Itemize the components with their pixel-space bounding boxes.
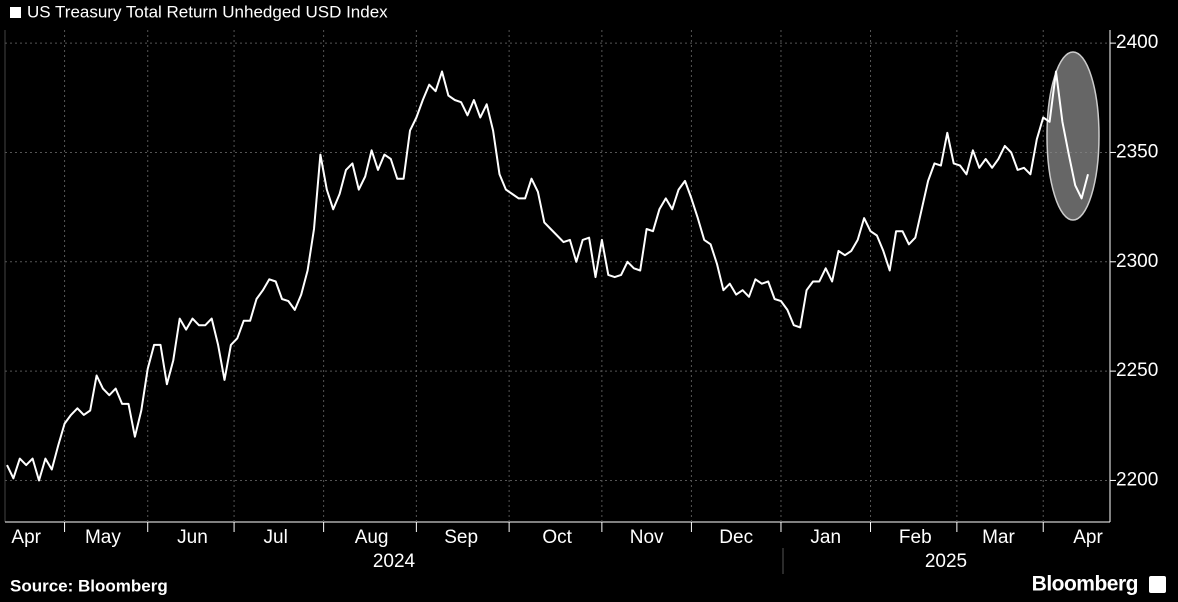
x-tick-label: Apr bbox=[1073, 527, 1103, 548]
x-tick-label: Feb bbox=[899, 527, 932, 548]
x-tick-label: Mar bbox=[982, 527, 1015, 548]
brand: Bloomberg bbox=[1032, 573, 1138, 596]
data-line bbox=[6, 70, 1089, 482]
y-tick-label: 2350 bbox=[1116, 141, 1158, 162]
chart-title: US Treasury Total Return Unhedged USD In… bbox=[27, 2, 388, 21]
y-tick-label: 2400 bbox=[1116, 32, 1158, 53]
x-tick-label: Jan bbox=[810, 527, 841, 548]
year-label: 2024 bbox=[373, 551, 416, 572]
x-tick-label: Dec bbox=[719, 527, 753, 548]
x-tick-label: Jun bbox=[177, 527, 208, 548]
x-tick-label: May bbox=[85, 527, 121, 548]
y-tick-label: 2300 bbox=[1116, 251, 1158, 272]
y-tick-label: 2200 bbox=[1116, 469, 1158, 490]
y-tick-label: 2250 bbox=[1116, 360, 1158, 381]
x-tick-label: Jul bbox=[264, 527, 288, 548]
x-tick-label: Aug bbox=[355, 527, 389, 548]
x-tick-label: Nov bbox=[630, 527, 664, 548]
brand-icon bbox=[1149, 576, 1166, 593]
source-note: Source: Bloomberg bbox=[10, 576, 168, 595]
x-tick-label: Sep bbox=[444, 527, 478, 548]
year-label: 2025 bbox=[925, 551, 967, 572]
x-tick-label: Oct bbox=[542, 527, 572, 548]
x-tick-label: Apr bbox=[11, 527, 41, 548]
title-marker bbox=[10, 7, 21, 18]
